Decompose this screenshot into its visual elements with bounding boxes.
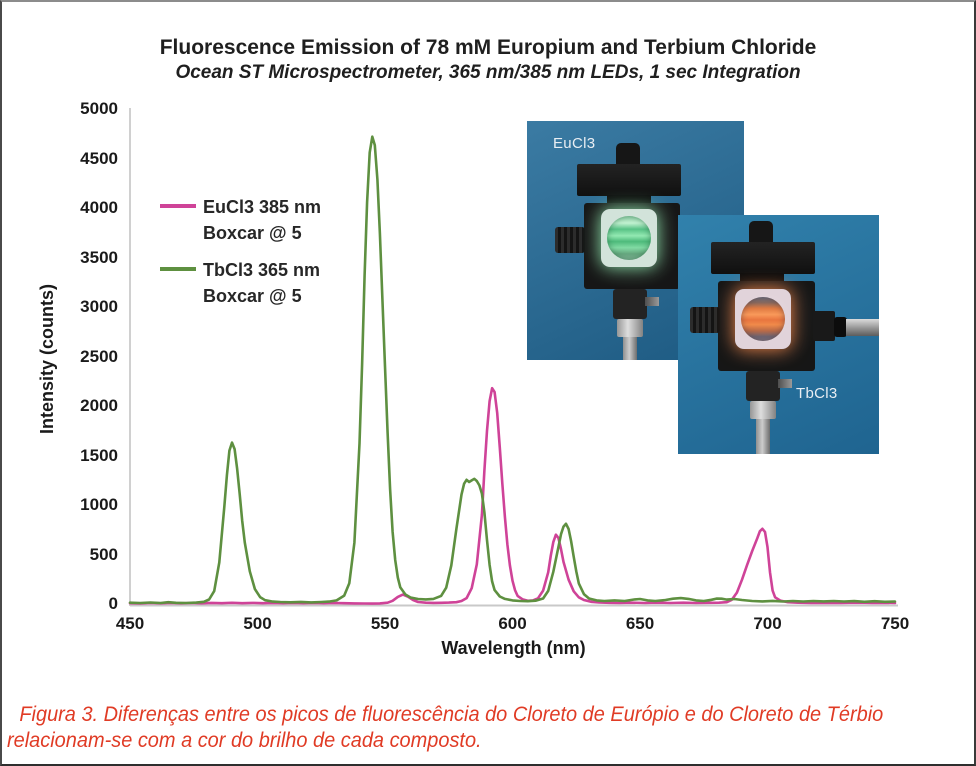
photo-label-eucl3: EuCl3 — [553, 135, 596, 152]
inset-photo-tbcl3: TbCl3 — [678, 215, 879, 454]
series-lines — [128, 135, 897, 605]
fiber-rod — [846, 319, 879, 336]
y-tick-label-5000: 5000 — [80, 99, 118, 118]
y-tick-label-2000: 2000 — [80, 396, 118, 415]
legend: EuCl3 385 nm Boxcar @ 5 TbCl3 365 nm Boxcar… — [160, 194, 321, 320]
hex-nut — [617, 319, 643, 337]
y-tick-label-1500: 1500 — [80, 445, 118, 465]
legend-label: TbCl3 365 nm — [203, 260, 321, 280]
caption-line-1: Figura 3. Diferenças entre os picos de f… — [19, 703, 884, 726]
caption-line-2: relacionam-se com a cor do brilho de cad… — [7, 729, 482, 752]
valve-screw — [645, 297, 659, 306]
legend-line-swatch — [160, 267, 196, 271]
support-rod — [756, 419, 770, 454]
holder-side-knob — [690, 307, 720, 333]
y-tick-label-3000: 3000 — [80, 297, 118, 316]
legend-sublabel: Boxcar @ 5 — [203, 223, 302, 243]
y-tick-label-4000: 4000 — [80, 198, 118, 217]
holder-valve — [746, 371, 780, 401]
x-tick-label-550: 550 — [370, 614, 400, 633]
fiber-coupler-ring — [834, 317, 847, 337]
cuvette-window-orange — [735, 289, 791, 349]
glowing-vial-green — [607, 216, 651, 260]
support-rod — [623, 337, 637, 360]
y-tick-label-3500: 3500 — [80, 247, 118, 267]
holder-top-knob — [749, 221, 773, 243]
x-tick-label-650: 650 — [625, 614, 655, 633]
hex-nut — [750, 401, 776, 419]
x-tick-label-750: 750 — [880, 614, 910, 633]
holder-top-knob — [616, 143, 640, 165]
series-line-tbcl3 — [128, 135, 897, 605]
holder-valve — [613, 289, 647, 319]
cuvette-window-green — [601, 209, 657, 267]
figure-caption: Figura 3. Diferenças entre os picos de f… — [7, 702, 925, 754]
x-tick-label-500: 500 — [243, 614, 272, 633]
x-tick-label-700: 700 — [753, 614, 782, 633]
holder-side-knob — [555, 227, 585, 253]
x-tick-label-600: 600 — [498, 614, 527, 633]
legend-entry: EuCl3 385 nm Boxcar @ 5 — [160, 194, 321, 246]
spectrum-plot — [128, 108, 898, 607]
y-tick-label-2500: 2500 — [80, 346, 118, 366]
chart-title: Fluorescence Emission of 78 mM Europium … — [159, 36, 817, 59]
chart-subtitle: Ocean ST Microspectrometer, 365 nm/385 n… — [175, 62, 801, 83]
y-tick-label-1000: 1000 — [80, 495, 118, 514]
y-tick-label-0: 0 — [108, 594, 118, 613]
legend-sublabel: Boxcar @ 5 — [203, 286, 302, 306]
legend-entry: TbCl3 365 nm Boxcar @ 5 — [160, 257, 321, 309]
legend-label: EuCl3 385 nm — [203, 197, 322, 217]
holder-clamp-bar — [577, 164, 681, 196]
holder-clamp-bar — [711, 242, 815, 274]
x-axis-title: Wavelength (nm) — [441, 638, 586, 658]
y-tick-label-500: 500 — [89, 544, 118, 564]
legend-line-swatch — [160, 204, 196, 208]
valve-screw — [778, 379, 792, 388]
y-tick-label-4500: 4500 — [80, 148, 118, 168]
fiber-coupler-hub — [813, 311, 835, 341]
x-tick-label-450: 450 — [115, 614, 145, 633]
photo-label-tbcl3: TbCl3 — [796, 385, 838, 402]
glowing-vial-orange — [741, 297, 785, 341]
y-axis-title: Intensity (counts) — [37, 284, 57, 435]
